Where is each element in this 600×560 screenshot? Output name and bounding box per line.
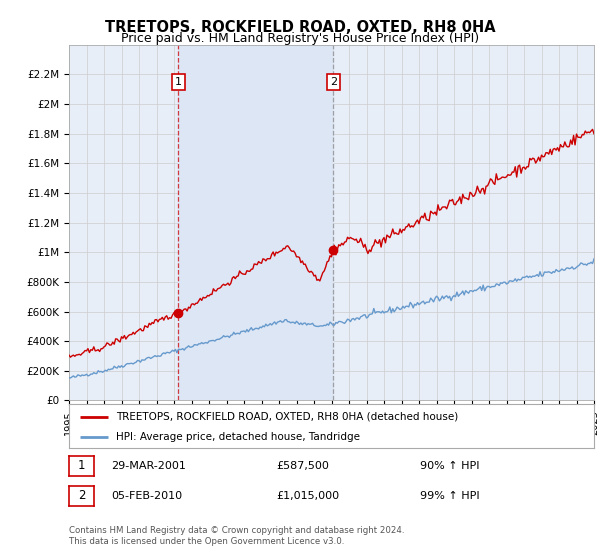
- Text: TREETOPS, ROCKFIELD ROAD, OXTED, RH8 0HA: TREETOPS, ROCKFIELD ROAD, OXTED, RH8 0HA: [104, 20, 496, 35]
- Text: £1,015,000: £1,015,000: [276, 491, 339, 501]
- Text: HPI: Average price, detached house, Tandridge: HPI: Average price, detached house, Tand…: [116, 432, 360, 442]
- Text: 90% ↑ HPI: 90% ↑ HPI: [420, 461, 479, 471]
- Text: Contains HM Land Registry data © Crown copyright and database right 2024.
This d: Contains HM Land Registry data © Crown c…: [69, 526, 404, 546]
- Text: 29-MAR-2001: 29-MAR-2001: [111, 461, 186, 471]
- Text: Price paid vs. HM Land Registry's House Price Index (HPI): Price paid vs. HM Land Registry's House …: [121, 32, 479, 45]
- Text: 1: 1: [175, 77, 182, 87]
- Bar: [178, 45, 333, 400]
- Text: 99% ↑ HPI: 99% ↑ HPI: [420, 491, 479, 501]
- Text: 2: 2: [329, 77, 337, 87]
- Text: 05-FEB-2010: 05-FEB-2010: [111, 491, 182, 501]
- Text: 1: 1: [78, 459, 85, 473]
- Text: £587,500: £587,500: [276, 461, 329, 471]
- Text: TREETOPS, ROCKFIELD ROAD, OXTED, RH8 0HA (detached house): TREETOPS, ROCKFIELD ROAD, OXTED, RH8 0HA…: [116, 412, 458, 422]
- Text: 2: 2: [78, 489, 85, 502]
